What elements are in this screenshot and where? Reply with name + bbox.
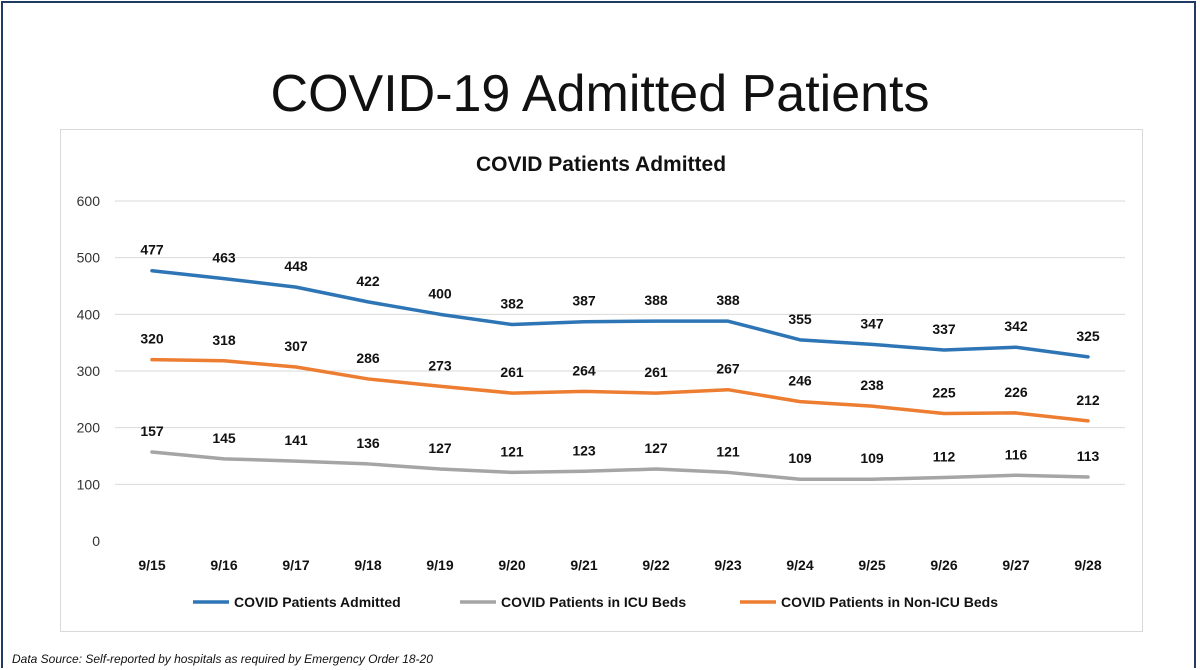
x-tick-label: 9/16 xyxy=(210,557,237,573)
data-label: 388 xyxy=(644,292,668,308)
data-label: 261 xyxy=(500,364,524,380)
legend-label: COVID Patients in Non-ICU Beds xyxy=(781,594,998,610)
data-label: 387 xyxy=(572,293,596,309)
series-line-2 xyxy=(150,357,1090,423)
series-line-1 xyxy=(150,450,1090,481)
data-label: 318 xyxy=(212,332,236,348)
x-tick-label: 9/20 xyxy=(498,557,525,573)
x-tick-label: 9/22 xyxy=(642,557,669,573)
data-label: 121 xyxy=(716,443,740,459)
data-label: 226 xyxy=(1004,384,1028,400)
data-label: 113 xyxy=(1077,448,1100,464)
x-tick-label: 9/21 xyxy=(570,557,597,573)
data-label: 116 xyxy=(1005,446,1028,462)
y-tick-label: 0 xyxy=(92,533,100,549)
data-label: 388 xyxy=(716,292,740,308)
data-label: 337 xyxy=(932,321,956,337)
slide-title: COVID-19 Admitted Patients xyxy=(270,65,930,123)
x-tick-label: 9/17 xyxy=(282,557,309,573)
data-label: 109 xyxy=(860,450,884,466)
data-label: 112 xyxy=(933,449,956,465)
x-tick-label: 9/19 xyxy=(426,557,453,573)
legend-label: COVID Patients in ICU Beds xyxy=(501,594,686,610)
y-tick-label: 300 xyxy=(77,363,101,379)
data-label: 286 xyxy=(356,350,380,366)
data-label: 145 xyxy=(212,430,236,446)
data-label: 127 xyxy=(428,440,452,456)
data-label: 141 xyxy=(284,432,308,448)
data-label: 307 xyxy=(284,338,308,354)
y-tick-label: 100 xyxy=(77,476,101,492)
chart-frame xyxy=(60,129,1143,632)
data-label: 157 xyxy=(140,423,164,439)
data-label: 225 xyxy=(932,385,956,401)
y-tick-label: 600 xyxy=(77,193,101,209)
x-tick-label: 9/25 xyxy=(858,557,885,573)
series-line-0 xyxy=(150,268,1090,359)
x-tick-label: 9/24 xyxy=(786,557,813,573)
y-tick-label: 500 xyxy=(77,250,101,266)
data-label: 267 xyxy=(716,361,740,377)
data-label: 422 xyxy=(356,273,380,289)
data-label: 477 xyxy=(140,242,164,258)
data-label: 400 xyxy=(428,285,452,301)
x-tick-label: 9/27 xyxy=(1002,557,1029,573)
footnote: Data Source: Self-reported by hospitals … xyxy=(12,652,433,666)
data-label: 273 xyxy=(428,357,452,373)
data-label: 382 xyxy=(500,296,524,312)
x-tick-label: 9/26 xyxy=(930,557,957,573)
data-label: 121 xyxy=(500,443,524,459)
data-label: 246 xyxy=(788,373,812,389)
legend-label: COVID Patients Admitted xyxy=(234,594,401,610)
x-tick-label: 9/18 xyxy=(354,557,381,573)
data-label: 123 xyxy=(572,442,596,458)
data-label: 448 xyxy=(284,258,308,274)
data-label: 136 xyxy=(356,435,380,451)
x-tick-label: 9/15 xyxy=(138,557,165,573)
data-label: 212 xyxy=(1076,392,1100,408)
x-tick-label: 9/23 xyxy=(714,557,741,573)
data-label: 264 xyxy=(572,362,596,378)
data-label: 463 xyxy=(212,250,236,266)
chart-title: COVID Patients Admitted xyxy=(476,153,726,176)
x-tick-label: 9/28 xyxy=(1074,557,1101,573)
y-tick-label: 200 xyxy=(77,420,101,436)
data-label: 320 xyxy=(140,331,164,347)
data-label: 355 xyxy=(788,311,812,327)
data-label: 127 xyxy=(644,440,668,456)
data-label: 109 xyxy=(788,450,812,466)
data-label: 325 xyxy=(1076,328,1100,344)
data-label: 238 xyxy=(860,377,884,393)
data-label: 347 xyxy=(860,315,884,331)
y-tick-label: 400 xyxy=(77,306,101,322)
data-label: 342 xyxy=(1004,318,1028,334)
data-label: 261 xyxy=(644,364,668,380)
